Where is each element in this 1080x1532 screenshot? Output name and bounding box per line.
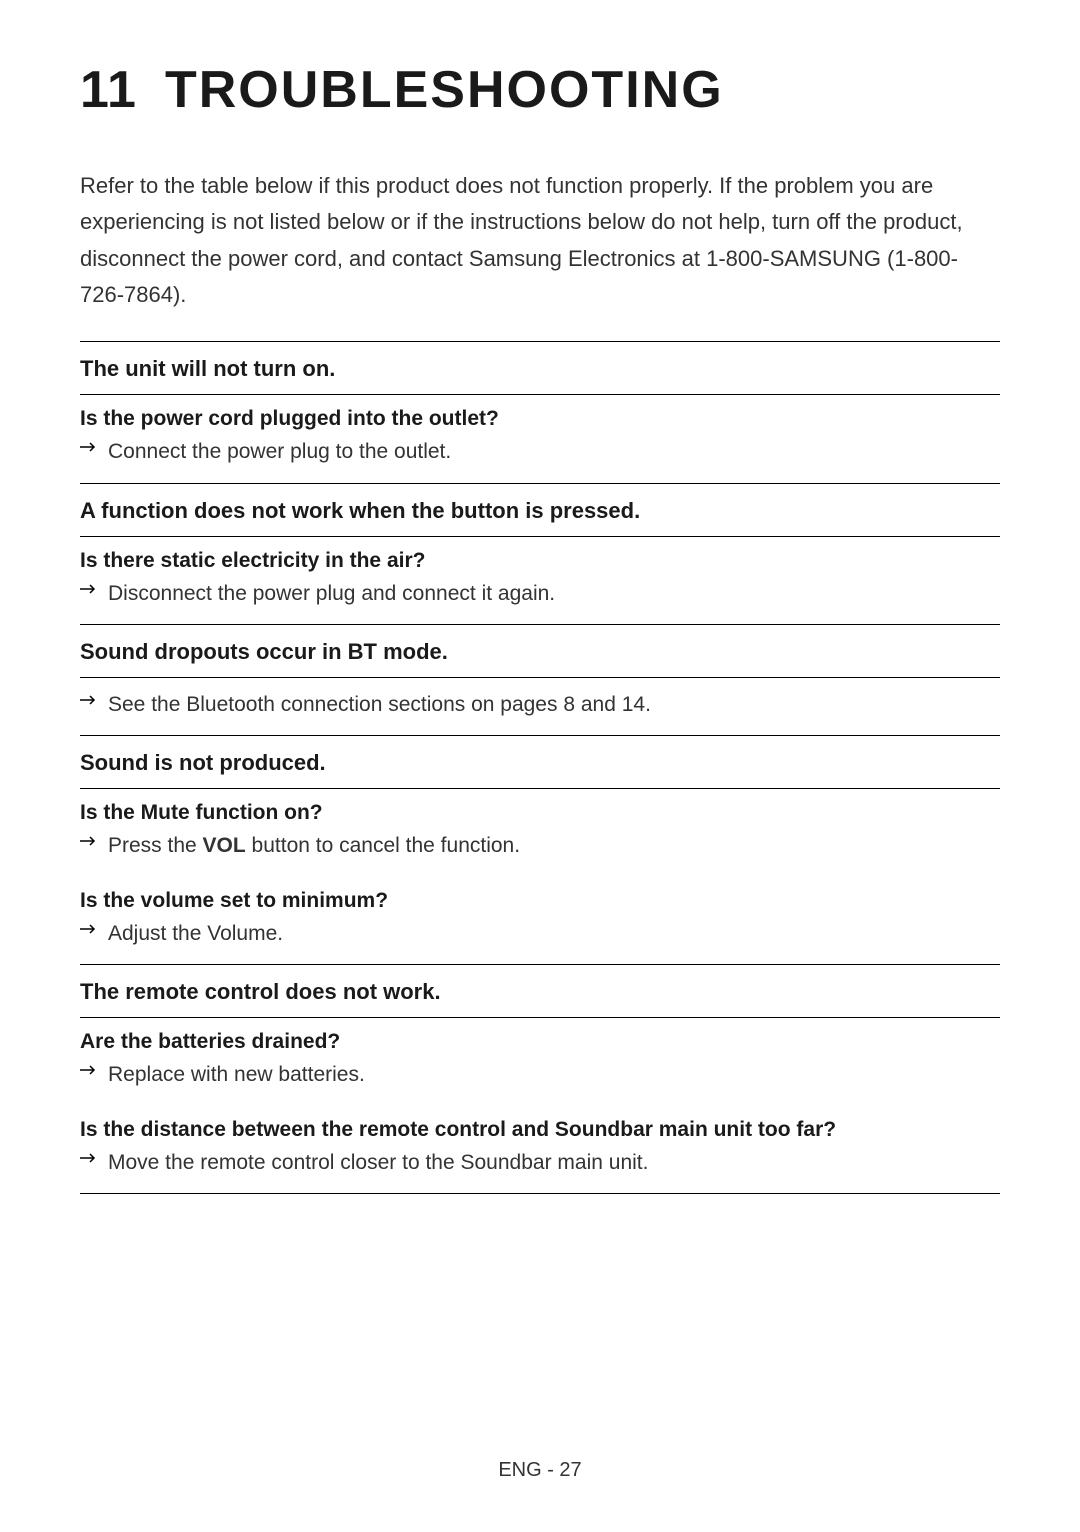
qa-block: Is there static electricity in the air? D… [80,537,1000,624]
answer-row: Adjust the Volume. [80,919,1000,948]
section-header: The remote control does not work. [80,965,1000,1018]
section-header: Sound dropouts occur in BT mode. [80,625,1000,678]
arrow-right-icon [80,1064,98,1076]
troubleshoot-section: Sound is not produced.Is the Mute functi… [80,735,1000,964]
troubleshooting-sections: The unit will not turn on. Is the power c… [80,341,1000,1194]
chapter-heading: 11 TROUBLESHOOTING [80,60,1000,120]
question-text: Are the batteries drained? [80,1030,1000,1054]
section-header: Sound is not produced. [80,736,1000,789]
intro-paragraph: Refer to the table below if this product… [80,168,1000,313]
answer-row: Move the remote control closer to the So… [80,1148,1000,1177]
troubleshoot-section: The unit will not turn on. Is the power c… [80,341,1000,482]
answer-row: See the Bluetooth connection sections on… [80,690,1000,719]
answer-row: Press the VOL button to cancel the funct… [80,831,1000,860]
chapter-title: TROUBLESHOOTING [165,60,724,120]
answer-text: Adjust the Volume. [108,919,283,948]
qa-block: Is the Mute function on? Press the VOL bu… [80,789,1000,876]
chapter-number: 11 [80,60,137,120]
question-text: Is the volume set to minimum? [80,889,1000,913]
section-header: A function does not work when the button… [80,484,1000,537]
arrow-right-icon [80,835,98,847]
qa-block: Is the volume set to minimum? Adjust the … [80,877,1000,964]
answer-text: Replace with new batteries. [108,1060,365,1089]
arrow-right-icon [80,923,98,935]
answer-row: Connect the power plug to the outlet. [80,437,1000,466]
qa-block: See the Bluetooth connection sections on… [80,678,1000,735]
arrow-right-icon [80,441,98,453]
answer-bold: VOL [203,834,246,857]
answer-row: Disconnect the power plug and connect it… [80,579,1000,608]
question-text: Is there static electricity in the air? [80,549,1000,573]
qa-block: Are the batteries drained? Replace with n… [80,1018,1000,1105]
arrow-right-icon [80,583,98,595]
troubleshoot-section: A function does not work when the button… [80,483,1000,624]
arrow-right-icon [80,1152,98,1164]
question-text: Is the Mute function on? [80,801,1000,825]
troubleshoot-section: The remote control does not work.Are the… [80,964,1000,1194]
page-footer: ENG - 27 [0,1459,1080,1482]
answer-text: Disconnect the power plug and connect it… [108,579,555,608]
answer-text: Press the VOL button to cancel the funct… [108,831,520,860]
answer-row: Replace with new batteries. [80,1060,1000,1089]
question-text: Is the power cord plugged into the outle… [80,407,1000,431]
question-text: Is the distance between the remote contr… [80,1118,1000,1142]
answer-text: See the Bluetooth connection sections on… [108,690,651,719]
troubleshoot-section: Sound dropouts occur in BT mode. See the … [80,624,1000,735]
answer-text: Connect the power plug to the outlet. [108,437,451,466]
arrow-right-icon [80,694,98,706]
qa-block: Is the distance between the remote contr… [80,1106,1000,1193]
answer-text: Move the remote control closer to the So… [108,1148,648,1177]
qa-block: Is the power cord plugged into the outle… [80,395,1000,482]
section-header: The unit will not turn on. [80,342,1000,395]
